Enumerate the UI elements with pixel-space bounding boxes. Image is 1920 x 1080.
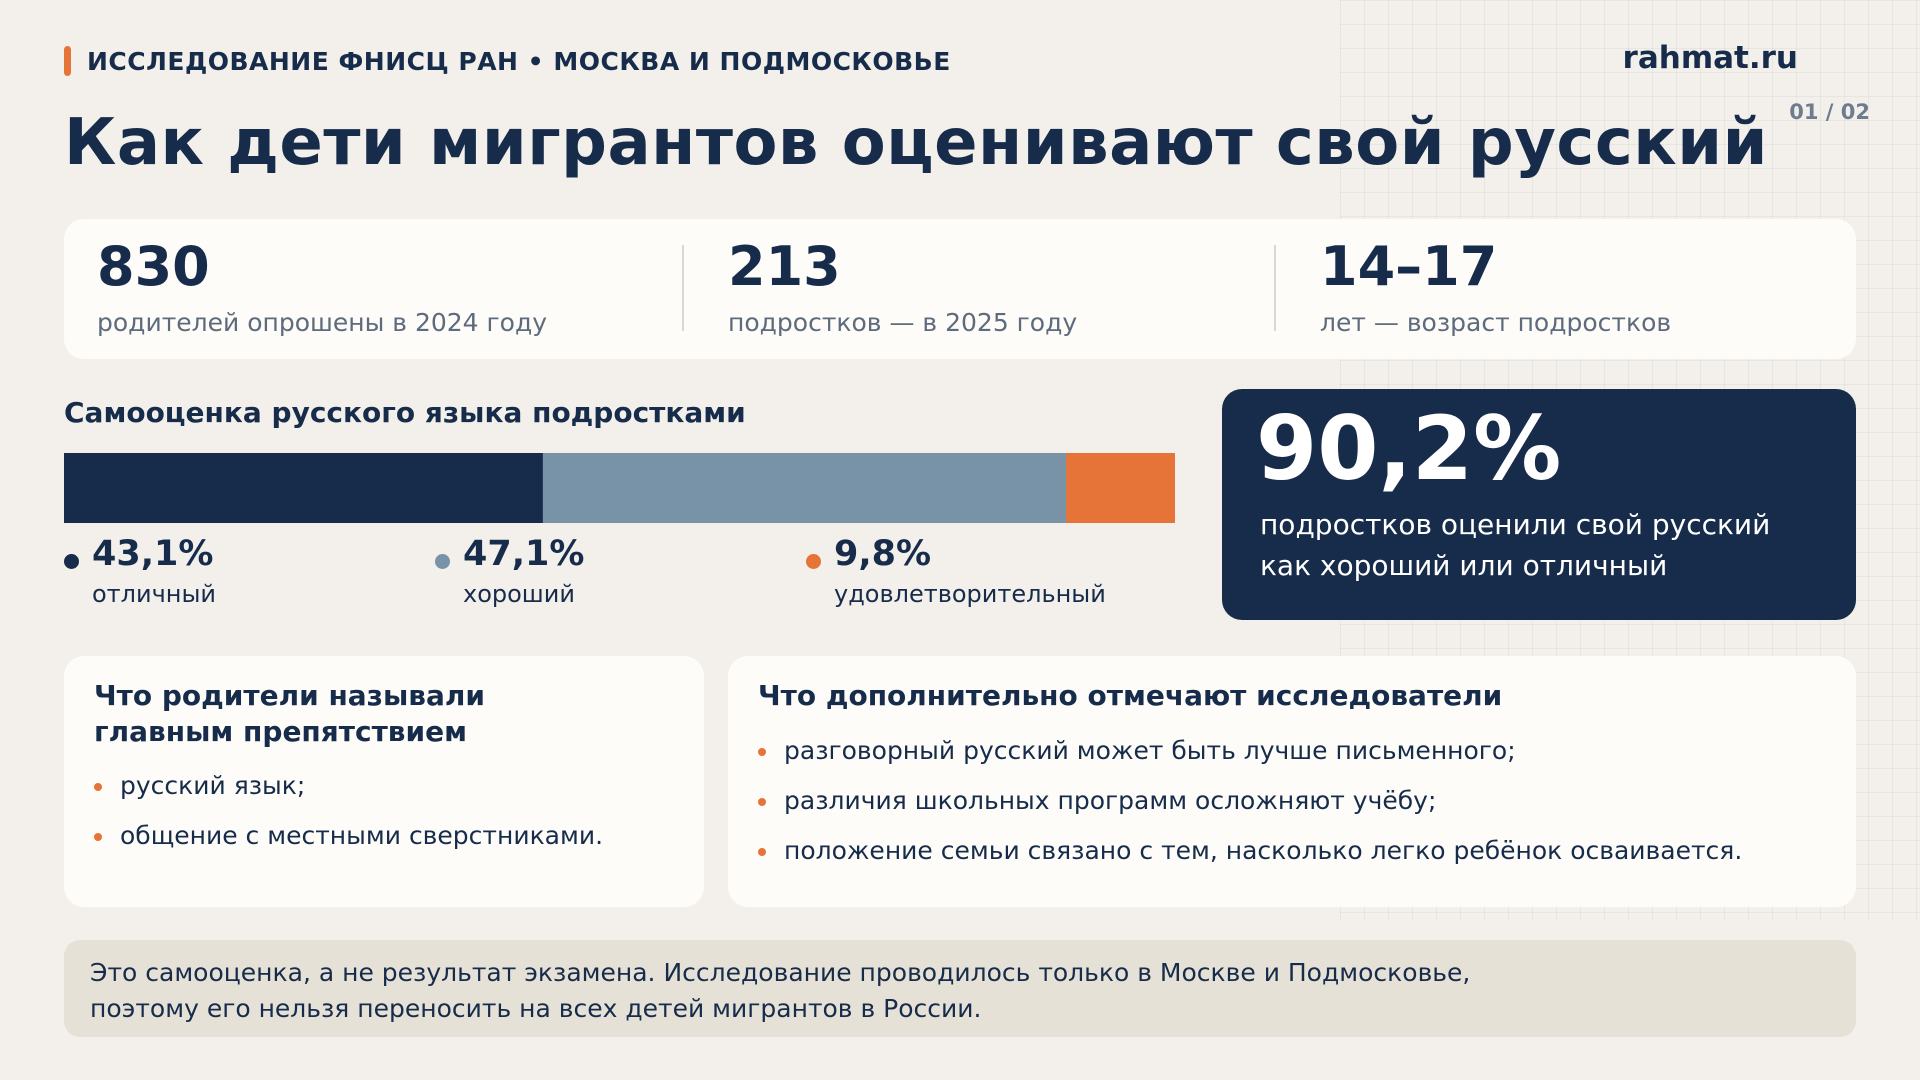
researchers-card-title: Что дополнительно отмечают исследователи <box>758 679 1503 712</box>
page-title: Как дети мигрантов оценивают свой русски… <box>64 106 1768 180</box>
stat-value: 213 <box>728 235 841 298</box>
stat-label: подростков — в 2025 году <box>728 308 1078 338</box>
note-line: поэтому его нельзя переносить на всех де… <box>90 994 982 1023</box>
stat-divider <box>682 245 684 331</box>
stat-teens: 213 подростков — в 2025 году <box>728 235 1078 338</box>
list-item: положение семьи связано с тем, насколько… <box>758 826 1742 876</box>
disclaimer-note: Это самооценка, а не результат экзамена.… <box>64 940 1856 1037</box>
list-item: общение с местными сверстниками. <box>94 811 603 861</box>
stat-label: лет — возраст подростков <box>1320 308 1672 338</box>
legend-value: 47,1% <box>463 534 585 574</box>
parents-list: русский язык; общение с местными сверстн… <box>94 761 603 861</box>
bar-segment-satisfactory <box>1066 453 1175 523</box>
stat-parents: 830 родителей опрошены в 2024 году <box>97 235 548 338</box>
highlight-value: 90,2% <box>1256 397 1562 500</box>
parents-card: Что родители называли главным препятстви… <box>64 656 704 907</box>
stacked-bar-chart <box>64 453 1175 523</box>
chart-title: Самооценка русского языка подростками <box>64 396 746 429</box>
brand-link[interactable]: rahmat.ru <box>1622 40 1798 76</box>
stat-label: родителей опрошены в 2024 году <box>97 308 548 338</box>
page-indicator: 01 / 02 <box>1789 100 1870 124</box>
highlight-card: 90,2% подростков оценили свой русский ка… <box>1222 389 1856 620</box>
bar-segment-good <box>542 453 1067 523</box>
title-line: Что родители называли <box>94 679 486 712</box>
note-line: Это самооценка, а не результат экзамена.… <box>90 958 1471 987</box>
stat-value: 14–17 <box>1320 235 1498 298</box>
researchers-card: Что дополнительно отмечают исследователи… <box>728 656 1856 907</box>
legend-value: 9,8% <box>834 534 932 574</box>
researchers-list: разговорный русский может быть лучше пис… <box>758 726 1742 876</box>
legend-label: хороший <box>463 580 575 608</box>
legend-dot <box>64 554 79 569</box>
legend-dot <box>435 554 450 569</box>
kicker: ИССЛЕДОВАНИЕ ФНИСЦ РАН • МОСКВА И ПОДМОС… <box>64 46 951 76</box>
legend-value: 43,1% <box>92 534 214 574</box>
stats-card: 830 родителей опрошены в 2024 году 213 п… <box>64 219 1856 359</box>
stat-divider <box>1274 245 1276 331</box>
highlight-line: подростков оценили свой русский <box>1260 508 1771 541</box>
stat-value: 830 <box>97 235 210 298</box>
kicker-text: ИССЛЕДОВАНИЕ ФНИСЦ РАН • МОСКВА И ПОДМОС… <box>87 46 951 76</box>
list-item: разговорный русский может быть лучше пис… <box>758 726 1742 776</box>
highlight-text: подростков оценили свой русский как хоро… <box>1260 505 1840 586</box>
bar-segment-excellent <box>64 453 544 523</box>
accent-bar <box>64 46 71 76</box>
legend-label: отличный <box>92 580 217 608</box>
list-item: русский язык; <box>94 761 603 811</box>
parents-card-title: Что родители называли главным препятстви… <box>94 678 485 751</box>
legend-label: удовлетворительный <box>834 580 1106 608</box>
stat-age: 14–17 лет — возраст подростков <box>1320 235 1672 338</box>
highlight-line: как хороший или отличный <box>1260 548 1668 582</box>
list-item: различия школьных программ осложняют учё… <box>758 776 1742 826</box>
title-line: главным препятствием <box>94 715 468 749</box>
legend-dot <box>806 554 821 569</box>
